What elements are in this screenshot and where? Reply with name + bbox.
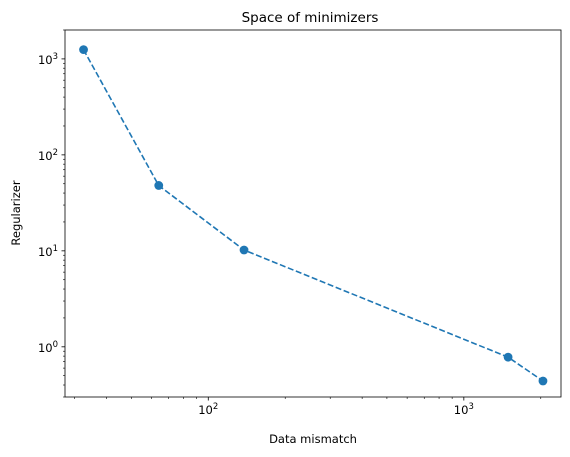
- x-axis-label: Data mismatch: [269, 432, 357, 446]
- chart-title: Space of minimizers: [242, 10, 379, 26]
- data-point: [154, 181, 164, 190]
- data-series: [79, 45, 548, 386]
- y-tick-label: 103: [38, 52, 58, 67]
- plot-area: [65, 30, 561, 397]
- x-tick-label: 103: [454, 402, 474, 417]
- plot-frame: [64, 29, 562, 398]
- data-point: [503, 352, 513, 362]
- y-tick-label: 101: [38, 244, 58, 259]
- y-tick-label: 102: [38, 148, 58, 163]
- data-point: [79, 45, 88, 54]
- x-tick-label: 102: [198, 402, 218, 417]
- data-point: [538, 376, 548, 386]
- y-tick-label: 100: [38, 340, 58, 355]
- y-axis-label: Regularizer: [9, 180, 23, 245]
- data-point: [239, 245, 249, 255]
